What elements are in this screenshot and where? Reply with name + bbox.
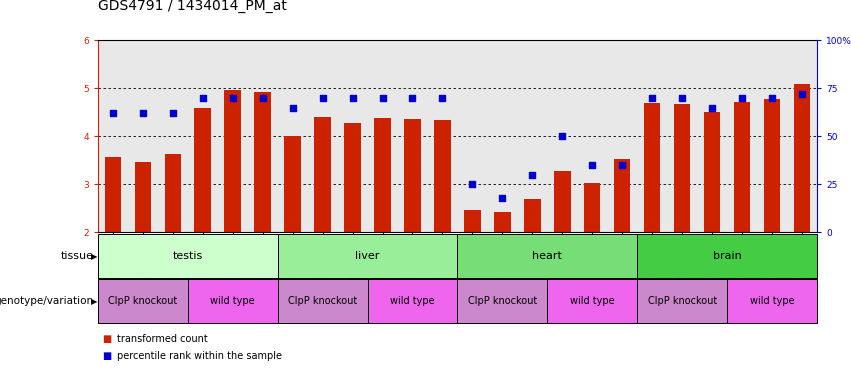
Bar (464, 210, 481, 232)
Bar (225, 90, 241, 232)
Point (795, 91, 808, 97)
Point (676, 95, 689, 101)
Bar (345, 123, 361, 232)
Bar (614, 159, 631, 232)
Text: ■: ■ (102, 351, 111, 361)
Bar (164, 154, 181, 232)
Bar (404, 119, 420, 232)
Point (495, 195, 509, 201)
Point (166, 110, 180, 116)
Text: wild type: wild type (390, 296, 435, 306)
Bar (674, 104, 690, 232)
Text: ▶: ▶ (90, 252, 97, 261)
Bar (195, 109, 211, 232)
Text: wild type: wild type (210, 296, 255, 306)
Text: ClpP knockout: ClpP knockout (468, 296, 537, 306)
Point (346, 95, 359, 101)
Text: GDS4791 / 1434014_PM_at: GDS4791 / 1434014_PM_at (98, 0, 287, 13)
Bar (458, 279, 547, 323)
Bar (188, 279, 277, 323)
Point (645, 95, 659, 101)
Point (406, 95, 420, 101)
Point (136, 110, 150, 116)
Bar (547, 279, 637, 323)
Bar (524, 199, 540, 232)
Point (316, 95, 329, 101)
Text: testis: testis (173, 251, 203, 262)
Bar (637, 279, 727, 323)
Bar (98, 279, 188, 323)
Bar (554, 171, 570, 232)
Bar (277, 279, 368, 323)
Bar (284, 136, 301, 232)
Point (286, 104, 300, 111)
Text: wild type: wild type (570, 296, 614, 306)
Point (196, 95, 209, 101)
Text: ClpP knockout: ClpP knockout (108, 296, 177, 306)
Point (106, 110, 120, 116)
Bar (98, 234, 277, 278)
Point (465, 181, 479, 187)
Bar (727, 279, 817, 323)
Point (585, 162, 599, 168)
Bar (368, 279, 458, 323)
Bar (794, 84, 810, 232)
Point (256, 95, 270, 101)
Bar (584, 183, 601, 232)
Bar (374, 118, 391, 232)
Text: ▶: ▶ (90, 297, 97, 306)
Bar (704, 112, 720, 232)
Bar (105, 157, 121, 232)
Text: genotype/variation: genotype/variation (0, 296, 94, 306)
Bar (637, 234, 817, 278)
Text: tissue: tissue (60, 251, 94, 262)
Bar (434, 119, 451, 232)
Point (226, 95, 239, 101)
Bar (644, 103, 660, 232)
Point (526, 172, 540, 178)
Text: ClpP knockout: ClpP knockout (288, 296, 357, 306)
Bar (134, 162, 151, 232)
Point (375, 95, 389, 101)
Point (615, 162, 629, 168)
Bar (734, 102, 751, 232)
Text: wild type: wild type (750, 296, 794, 306)
Point (735, 95, 749, 101)
Bar (314, 117, 331, 232)
Point (705, 104, 719, 111)
Point (436, 95, 449, 101)
Bar (494, 212, 511, 232)
Text: ClpP knockout: ClpP knockout (648, 296, 717, 306)
Text: percentile rank within the sample: percentile rank within the sample (117, 351, 282, 361)
Text: brain: brain (712, 251, 741, 262)
Text: heart: heart (533, 251, 563, 262)
Text: transformed count: transformed count (117, 334, 208, 344)
Bar (277, 234, 457, 278)
Point (556, 133, 569, 139)
Point (765, 95, 779, 101)
Bar (764, 99, 780, 232)
Bar (458, 234, 637, 278)
Bar (254, 92, 271, 232)
Text: liver: liver (356, 251, 380, 262)
Text: ■: ■ (102, 334, 111, 344)
